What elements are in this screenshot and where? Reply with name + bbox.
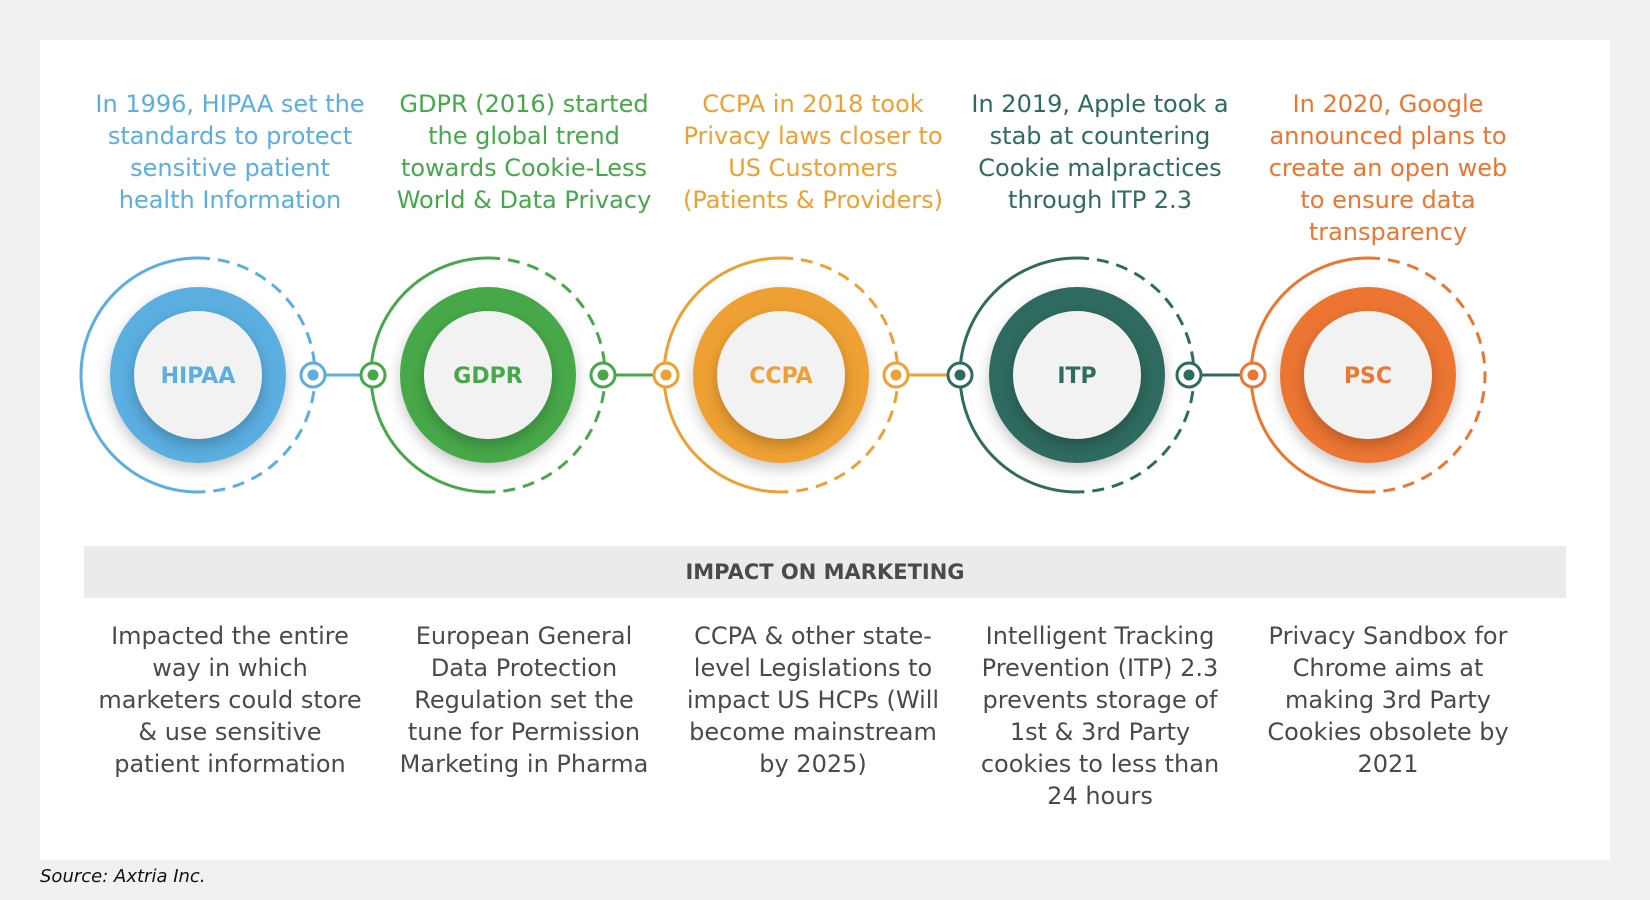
itp-inner-disc xyxy=(1013,311,1141,439)
psc-inner-disc xyxy=(1304,311,1432,439)
itp-ring-group: ITP xyxy=(946,256,1203,494)
hipaa-outer-arc xyxy=(79,256,199,494)
itp-impact-text: Intelligent Tracking Prevention (ITP) 2.… xyxy=(980,622,1220,810)
ccpa-node-left-dot xyxy=(660,369,672,381)
hipaa-ring-group: HIPAA xyxy=(79,256,327,494)
ccpa-label: CCPA xyxy=(749,364,812,389)
source-note: Source: Axtria Inc. xyxy=(40,866,206,887)
hipaa-description: In 1996, HIPAA set the standards to prot… xyxy=(95,88,365,216)
hipaa-node-right-dot xyxy=(307,369,319,381)
hipaa-impact: Impacted the entire way in which markete… xyxy=(95,620,365,780)
psc-dashed-arc xyxy=(1367,256,1487,494)
gdpr-ring-group: GDPR xyxy=(359,256,617,494)
itp-impact: Intelligent Tracking Prevention (ITP) 2.… xyxy=(965,620,1235,812)
ccpa-node-right-dot xyxy=(890,369,902,381)
gdpr-description: GDPR (2016) started the global trend tow… xyxy=(389,88,659,216)
itp-description: In 2019, Apple took a stab at countering… xyxy=(965,88,1235,216)
psc-ring-group: PSC xyxy=(1239,256,1487,494)
itp-node-left-dot xyxy=(954,369,966,381)
ccpa-ring-group: CCPA xyxy=(652,256,910,494)
psc-description: In 2020, Google announced plans to creat… xyxy=(1253,88,1523,248)
gdpr-description-text: GDPR (2016) started the global trend tow… xyxy=(396,90,652,214)
hipaa-label: HIPAA xyxy=(161,364,236,389)
gdpr-node-left-dot xyxy=(367,369,379,381)
psc-node-left-dot xyxy=(1247,369,1259,381)
gdpr-node-right-dot xyxy=(597,369,609,381)
impact-header-bar: IMPACT ON MARKETING xyxy=(84,546,1566,598)
hipaa-inner-disc xyxy=(134,311,262,439)
itp-label: ITP xyxy=(1057,364,1096,389)
psc-impact: Privacy Sandbox for Chrome aims at makin… xyxy=(1253,620,1523,780)
psc-description-text: In 2020, Google announced plans to creat… xyxy=(1268,90,1508,246)
itp-node-right-dot xyxy=(1183,369,1195,381)
psc-label: PSC xyxy=(1344,364,1392,389)
source-prefix: Source: xyxy=(40,866,115,887)
source-name: Axtria Inc. xyxy=(114,866,206,887)
hipaa-description-text: In 1996, HIPAA set the standards to prot… xyxy=(95,90,365,214)
ccpa-description: CCPA in 2018 took Privacy laws closer to… xyxy=(678,88,948,216)
psc-impact-text: Privacy Sandbox for Chrome aims at makin… xyxy=(1267,622,1509,778)
infographic-panel: In 1996, HIPAA set the standards to prot… xyxy=(40,40,1610,860)
gdpr-impact: European General Data Protection Regulat… xyxy=(389,620,659,780)
ccpa-impact: CCPA & other state-level Legislations to… xyxy=(678,620,948,780)
gdpr-inner-disc xyxy=(424,311,552,439)
timeline-rings: HIPAA GDPR CCPA xyxy=(79,256,1487,494)
ccpa-inner-disc xyxy=(717,311,845,439)
gdpr-impact-text: European General Data Protection Regulat… xyxy=(399,622,649,778)
hipaa-impact-text: Impacted the entire way in which markete… xyxy=(98,622,362,778)
itp-description-text: In 2019, Apple took a stab at countering… xyxy=(971,90,1229,214)
ccpa-impact-text: CCPA & other state-level Legislations to… xyxy=(686,622,940,778)
gdpr-label: GDPR xyxy=(453,364,522,389)
impact-header: IMPACT ON MARKETING xyxy=(685,560,965,584)
ccpa-description-text: CCPA in 2018 took Privacy laws closer to… xyxy=(682,90,944,214)
